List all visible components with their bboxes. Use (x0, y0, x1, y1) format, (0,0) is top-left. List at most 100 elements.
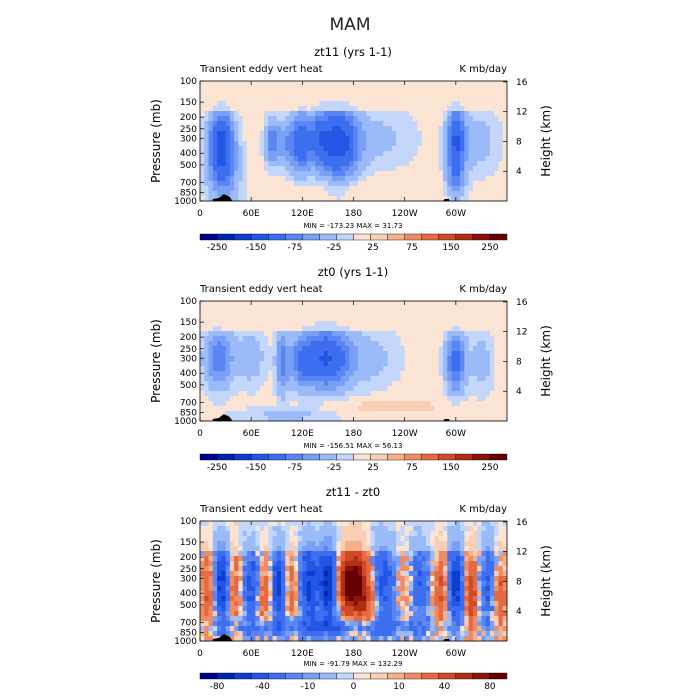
field-cell (272, 321, 278, 327)
field-cell (468, 521, 474, 527)
field-cell (204, 601, 209, 607)
field-cell (285, 366, 290, 372)
field-cell (425, 326, 431, 332)
field-cell (498, 566, 504, 572)
field-cell (400, 306, 406, 312)
field-cell (357, 526, 363, 532)
field-cell (225, 151, 231, 157)
field-cell (212, 311, 218, 317)
field-cell (221, 536, 226, 542)
field-cell (472, 606, 478, 612)
field-cell (413, 156, 418, 162)
field-cell (502, 171, 508, 177)
field-cell (263, 581, 269, 587)
field-cell (481, 166, 487, 172)
field-cell (238, 156, 244, 162)
field-cell (242, 526, 248, 532)
field-cell (268, 336, 273, 342)
field-cell (443, 521, 448, 527)
field-cell (464, 186, 470, 192)
field-cell (383, 336, 389, 342)
field-cell (472, 581, 478, 587)
field-cell (366, 101, 371, 107)
field-cell (447, 346, 452, 352)
field-cell (413, 341, 418, 347)
field-cell (455, 596, 461, 602)
field-cell (438, 181, 444, 187)
field-cell (255, 171, 261, 177)
field-cell (276, 171, 282, 177)
field-cell (217, 401, 222, 407)
field-cell (481, 561, 487, 567)
field-cell (438, 596, 444, 602)
field-cell (263, 81, 269, 87)
field-cell (425, 576, 431, 582)
field-cell (298, 341, 303, 347)
field-cell (489, 371, 495, 377)
field-cell (408, 391, 414, 397)
field-cell (353, 171, 359, 177)
field-cell (464, 521, 470, 527)
field-cell (383, 196, 389, 202)
field-cell (404, 536, 410, 542)
y-tick-label: 850 (180, 409, 197, 419)
field-cell (366, 376, 371, 382)
y2-axis-title: Height (km) (539, 325, 553, 396)
field-cell (451, 531, 457, 537)
field-cell (447, 366, 452, 372)
field-cell (221, 91, 226, 97)
field-cell (246, 536, 252, 542)
field-cell (251, 181, 256, 187)
field-cell (451, 321, 457, 327)
field-cell (349, 136, 354, 142)
field-cell (340, 586, 346, 592)
field-cell (319, 526, 325, 532)
field-cell (383, 141, 389, 147)
field-cell (425, 376, 431, 382)
field-cell (494, 136, 499, 142)
field-cell (387, 326, 393, 332)
field-cell (234, 146, 239, 152)
field-cell (306, 406, 312, 412)
field-cell (404, 401, 410, 407)
field-cell (238, 551, 244, 557)
field-cell (464, 151, 470, 157)
field-cell (460, 171, 465, 177)
field-cell (413, 161, 418, 167)
field-cell (302, 111, 307, 117)
field-cell (443, 581, 448, 587)
field-cell (242, 116, 248, 122)
field-cell (349, 186, 354, 192)
field-cell (238, 326, 244, 332)
field-cell (425, 131, 431, 137)
field-cell (468, 176, 474, 182)
field-cell (460, 106, 465, 112)
field-cell (425, 181, 431, 187)
field-cell (221, 86, 226, 92)
field-cell (481, 141, 487, 147)
field-cell (460, 166, 465, 172)
field-cell (263, 321, 269, 327)
field-cell (263, 306, 269, 312)
field-cell (362, 381, 367, 387)
field-cell (400, 521, 406, 527)
field-cell (263, 166, 269, 172)
field-cell (327, 316, 333, 322)
field-cell (464, 361, 470, 367)
field-cell (221, 131, 226, 137)
field-cell (472, 366, 478, 372)
field-cell (263, 531, 269, 537)
field-cell (229, 606, 235, 612)
field-cell (421, 91, 427, 97)
field-cell (391, 596, 397, 602)
field-cell (477, 306, 482, 312)
field-cell (502, 381, 508, 387)
field-cell (344, 411, 350, 417)
field-cell (451, 106, 457, 112)
field-cell (208, 411, 214, 417)
field-cell (225, 576, 231, 582)
field-cell (289, 546, 295, 552)
field-cell (246, 526, 252, 532)
field-cell (425, 156, 431, 162)
field-cell (362, 531, 367, 537)
